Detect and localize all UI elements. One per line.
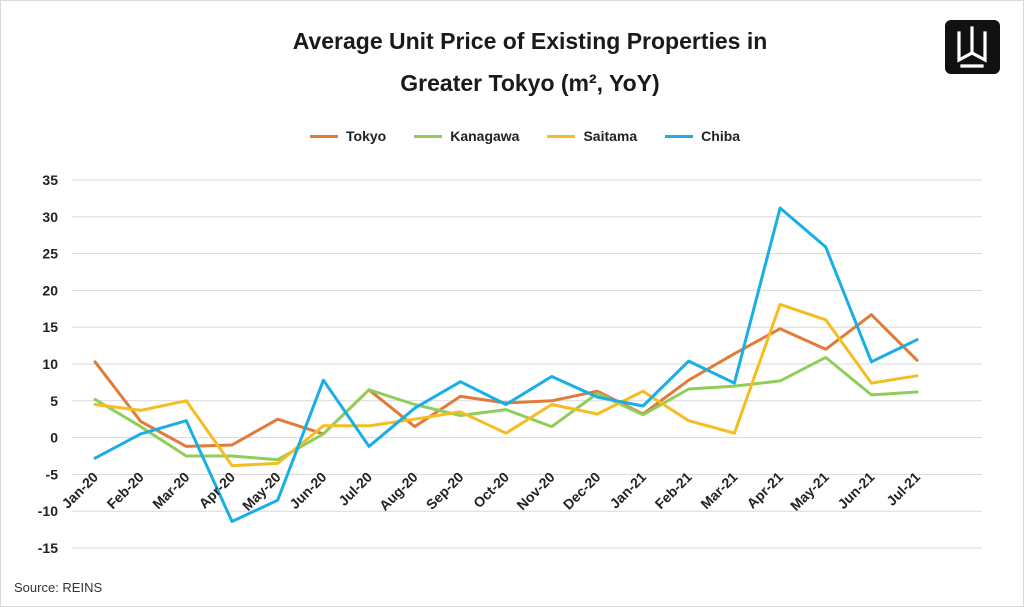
x-tick-label: Apr-21 xyxy=(743,469,786,512)
x-tick-label: Apr-20 xyxy=(195,469,238,512)
x-tick-label: Jan-20 xyxy=(58,469,101,512)
x-tick-label: Feb-21 xyxy=(652,469,695,512)
y-tick-label: 30 xyxy=(42,209,58,225)
legend-label: Chiba xyxy=(701,128,741,144)
y-tick-label: 0 xyxy=(50,430,58,446)
legend-swatch xyxy=(665,134,694,138)
y-tick-label: 15 xyxy=(42,319,58,335)
series-line-tokyo xyxy=(93,313,919,448)
y-tick-label: -10 xyxy=(38,503,58,519)
series-line-saitama xyxy=(93,302,919,468)
legend-item-tokyo: Tokyo xyxy=(310,128,386,144)
series-line-kanagawa xyxy=(93,355,919,462)
w-logo-icon xyxy=(945,20,1000,74)
x-tick-label: May-21 xyxy=(787,469,832,514)
legend-label: Saitama xyxy=(583,128,638,144)
x-tick-label: Feb-20 xyxy=(104,469,147,512)
legend-item-saitama: Saitama xyxy=(547,128,637,144)
legend-item-chiba: Chiba xyxy=(665,128,740,144)
y-tick-label: 25 xyxy=(42,246,58,262)
legend-swatch xyxy=(414,134,443,138)
legend-swatch xyxy=(310,134,338,138)
legend-label: Tokyo xyxy=(346,128,387,144)
y-tick-label: 5 xyxy=(50,393,58,409)
x-tick-label: Jun-20 xyxy=(286,469,329,512)
y-tick-label: 20 xyxy=(42,282,58,298)
chart-legend: Tokyo Kanagawa Saitama Chiba xyxy=(310,128,740,144)
x-tick-label: Dec-20 xyxy=(560,469,604,513)
y-tick-label: 35 xyxy=(42,172,58,188)
legend-item-kanagawa: Kanagawa xyxy=(414,128,519,144)
chart-title-line-2: Greater Tokyo (m², YoY) xyxy=(400,70,660,96)
x-tick-label: Nov-20 xyxy=(513,469,557,513)
y-tick-label: -5 xyxy=(46,466,59,482)
source-note: Source: REINS xyxy=(14,580,103,595)
y-tick-label: 10 xyxy=(42,356,58,372)
legend-swatch xyxy=(547,134,576,138)
x-tick-label: Sep-20 xyxy=(423,469,467,513)
x-tick-label: Oct-20 xyxy=(470,469,512,511)
x-tick-label: Mar-20 xyxy=(149,469,192,512)
x-tick-label: Jan-21 xyxy=(606,469,649,512)
y-tick-label: -15 xyxy=(38,540,58,556)
x-tick-label: Aug-20 xyxy=(376,469,421,514)
chart-title-line-1: Average Unit Price of Existing Propertie… xyxy=(292,28,768,54)
x-tick-label: Jun-21 xyxy=(834,469,877,512)
series-line-chiba xyxy=(93,206,919,523)
legend-label: Kanagawa xyxy=(450,128,520,144)
x-tick-label: Mar-21 xyxy=(697,469,740,512)
